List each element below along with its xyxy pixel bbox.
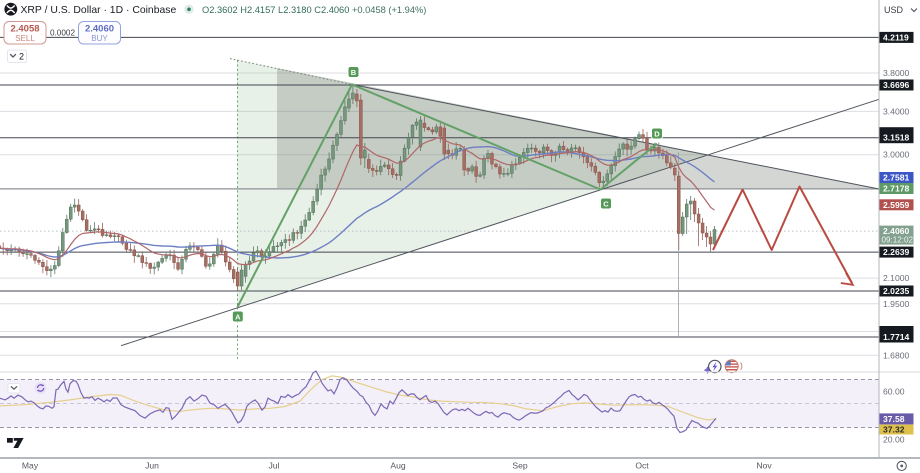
svg-text:20.00: 20.00 (883, 435, 905, 445)
svg-text:2.4058: 2.4058 (10, 24, 39, 35)
svg-text:37.32: 37.32 (883, 425, 905, 435)
svg-text:1.9500: 1.9500 (883, 299, 910, 309)
svg-text:May: May (22, 460, 39, 470)
svg-text:Aug: Aug (390, 460, 406, 470)
svg-text:Nov: Nov (756, 460, 772, 470)
svg-text:BUY: BUY (91, 34, 108, 43)
svg-text:37.58: 37.58 (883, 414, 905, 424)
svg-text:1.7714: 1.7714 (883, 332, 910, 342)
svg-text:1.6800: 1.6800 (883, 350, 910, 360)
svg-text:3.8000: 3.8000 (883, 68, 910, 78)
svg-text:C: C (603, 199, 609, 208)
svg-text:2: 2 (19, 52, 24, 62)
svg-text:Oct: Oct (635, 460, 649, 470)
svg-text:XRP / U.S. Dollar · 1D · Coinb: XRP / U.S. Dollar · 1D · Coinbase (21, 5, 177, 16)
svg-text:D: D (654, 129, 660, 138)
svg-text:3.6696: 3.6696 (883, 80, 910, 90)
svg-text:B: B (351, 68, 357, 77)
svg-text:O2.3602 H2.4157 L2.3180 C2.: O2.3602 H2.4157 L2.3180 C2.4060 +0.0458 … (202, 5, 426, 15)
svg-text:60.00: 60.00 (883, 387, 905, 397)
svg-text:2.4060: 2.4060 (883, 226, 910, 236)
svg-text:2.5959: 2.5959 (883, 200, 910, 210)
svg-text:2.7581: 2.7581 (883, 173, 910, 183)
svg-text:2.0235: 2.0235 (883, 286, 910, 296)
svg-text:Sep: Sep (512, 460, 528, 470)
svg-text:Jun: Jun (145, 460, 159, 470)
svg-text:2.2639: 2.2639 (883, 247, 910, 257)
svg-text:2.7178: 2.7178 (883, 184, 910, 194)
svg-text:3.4000: 3.4000 (883, 106, 910, 116)
svg-text:Jul: Jul (269, 460, 280, 470)
svg-text:09:12:02: 09:12:02 (882, 236, 914, 245)
svg-text:A: A (235, 312, 241, 321)
svg-text:4.2119: 4.2119 (883, 32, 909, 42)
svg-text:3.0000: 3.0000 (883, 150, 910, 160)
svg-text:USD: USD (884, 5, 904, 15)
svg-text:0.0002: 0.0002 (50, 29, 75, 38)
svg-text:SELL: SELL (15, 34, 35, 43)
svg-text:3.1518: 3.1518 (883, 133, 910, 143)
svg-text:2.4060: 2.4060 (85, 24, 114, 35)
svg-text:2.1000: 2.1000 (883, 273, 910, 283)
